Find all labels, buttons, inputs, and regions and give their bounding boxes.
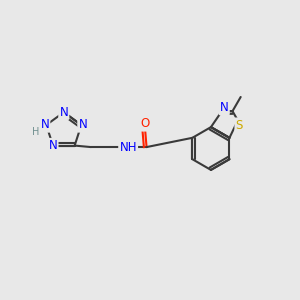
Text: O: O	[140, 117, 150, 130]
Text: N: N	[59, 106, 68, 119]
Text: N: N	[220, 101, 229, 114]
Text: N: N	[78, 118, 87, 131]
Text: NH: NH	[119, 141, 137, 154]
Text: N: N	[49, 139, 57, 152]
Text: N: N	[40, 118, 49, 131]
Text: S: S	[236, 118, 243, 132]
Text: H: H	[32, 127, 40, 136]
